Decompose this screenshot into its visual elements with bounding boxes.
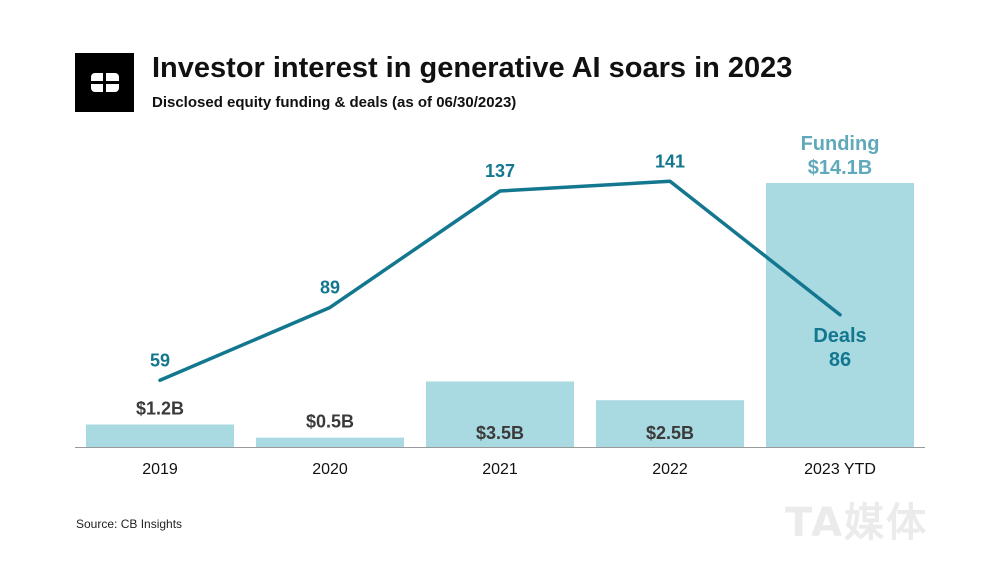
funding-bar <box>596 400 744 447</box>
source-note: Source: CB Insights <box>76 517 183 531</box>
funding-value-label: $1.2B <box>136 399 184 419</box>
funding-value-label: $0.5B <box>306 412 354 432</box>
x-tick-label: 2020 <box>312 461 348 478</box>
deals-value-label: 86 <box>829 349 851 371</box>
chart-title: Investor interest in generative AI soars… <box>152 52 793 84</box>
funding-value-label: $3.5B <box>476 423 524 443</box>
x-tick-label: 2023 YTD <box>804 461 876 478</box>
funding-bar <box>86 424 234 447</box>
deals-line <box>158 179 842 383</box>
cb-insights-logo <box>75 53 134 112</box>
funding-value-label: $2.5B <box>646 423 694 443</box>
funding-bar <box>256 437 404 447</box>
x-tick-label: 2022 <box>652 461 688 478</box>
deals-legend-label: Deals <box>813 325 866 347</box>
funding-value-label: $14.1B <box>808 157 873 179</box>
deals-value-label: 59 <box>150 350 170 370</box>
x-tick-label: 2019 <box>142 461 178 478</box>
x-tick-label: 2021 <box>482 461 518 478</box>
deals-value-label: 137 <box>485 161 515 181</box>
deals-value-label: 89 <box>320 277 340 297</box>
watermark: TA媒体 <box>785 500 929 546</box>
chart-subtitle: Disclosed equity funding & deals (as of … <box>152 94 517 111</box>
funding-legend-label: Funding <box>801 133 880 155</box>
deals-value-label: 141 <box>655 151 685 171</box>
funding-bar <box>426 381 574 447</box>
